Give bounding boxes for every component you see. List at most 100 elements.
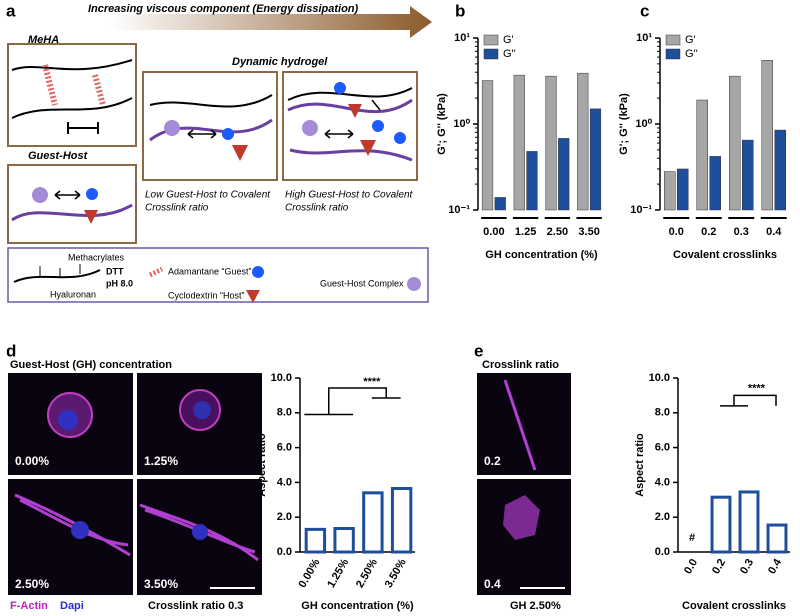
micrograph-label: 0.4 <box>484 577 501 591</box>
micrograph-header: Crosslink ratio <box>482 359 559 371</box>
micrograph-label: 0.2 <box>484 454 501 468</box>
y-tick-label: 2.0 <box>655 511 670 523</box>
annotation: # <box>689 532 695 544</box>
box-title: Dynamic hydrogel <box>232 56 328 68</box>
caption: High Guest-Host to Covalent <box>285 190 414 201</box>
legend-text: Cyclodextrin “Host” <box>168 290 245 300</box>
x-axis-label: GH concentration (%) <box>301 600 414 612</box>
micrograph-label: 2.50% <box>15 577 49 591</box>
bar <box>362 491 384 554</box>
legend-swatch <box>483 48 499 60</box>
x-tick-label: 0.4 <box>766 226 782 238</box>
bar <box>742 139 754 211</box>
bar <box>766 523 788 554</box>
micrographs <box>8 373 262 595</box>
legend-text: pH 8.0 <box>106 278 133 288</box>
box-title: Guest-Host <box>28 150 89 162</box>
panel-label: e <box>474 341 483 360</box>
bar <box>761 60 773 211</box>
bar <box>774 129 786 211</box>
x-tick-label: 1.25 <box>515 226 536 238</box>
x-tick-label: 0.0 <box>682 557 700 576</box>
legend-text: Guest-Host Complex <box>320 278 404 288</box>
caption: Crosslink ratio <box>285 203 349 214</box>
micrograph-header: Guest-Host (GH) concentration <box>10 359 172 371</box>
legend-swatch <box>483 34 499 46</box>
y-tick-label: 10⁻¹ <box>448 204 470 216</box>
bar <box>589 108 602 211</box>
bar <box>494 197 506 211</box>
gradient-arrow <box>110 6 432 38</box>
caption: Low Guest-Host to Covalent <box>145 190 271 201</box>
y-axis-label: G'; G'' (kPa) <box>618 93 630 155</box>
legend-text: Methacrylates <box>68 252 125 262</box>
bar <box>526 151 538 211</box>
micrograph-label: 0.00% <box>15 454 49 468</box>
x-tick-label: 0.00% <box>296 557 322 590</box>
y-tick-label: 0.0 <box>655 546 670 558</box>
legend-art <box>13 264 421 303</box>
bar <box>577 72 589 211</box>
legend-text: DTT <box>106 266 124 276</box>
y-axis-label: G'; G'' (kPa) <box>436 93 448 155</box>
panel-label: d <box>6 341 16 360</box>
x-tick-label: 3.50 <box>578 226 599 238</box>
micrograph-label: 1.25% <box>144 454 178 468</box>
y-axis-label: Aspect ratio <box>634 433 646 497</box>
x-tick-label: 0.3 <box>738 557 756 576</box>
stain-label: F-Actin <box>10 600 48 612</box>
bar <box>304 527 327 554</box>
x-tick-label: 0.4 <box>766 556 784 576</box>
micrographs <box>477 373 571 595</box>
y-tick-label: 6.0 <box>655 442 670 454</box>
y-tick-label: 10.0 <box>649 372 670 384</box>
bar <box>709 156 721 211</box>
x-tick-label: 0.0 <box>669 226 684 238</box>
y-tick-label: 10⁻¹ <box>630 204 652 216</box>
x-tick-label: 0.00 <box>483 226 504 238</box>
y-tick-label: 10⁰ <box>453 118 470 130</box>
legend-label: G'' <box>503 48 516 60</box>
x-tick-label: 0.2 <box>710 557 728 576</box>
y-tick-label: 8.0 <box>655 407 670 419</box>
panel-label: b <box>455 1 465 20</box>
schematic-art <box>11 59 413 224</box>
bar <box>677 168 689 211</box>
y-tick-label: 0.0 <box>277 546 292 558</box>
x-tick-label: 0.3 <box>734 226 749 238</box>
arrow-title: Increasing viscous component (Energy dis… <box>88 3 359 15</box>
y-tick-label: 2.0 <box>277 511 292 523</box>
stain-label: Dapi <box>60 600 84 612</box>
x-tick-label: 2.50% <box>354 557 380 590</box>
y-tick-label: 4.0 <box>655 476 670 488</box>
significance-label: **** <box>363 376 381 388</box>
y-tick-label: 6.0 <box>277 442 292 454</box>
y-tick-label: 10.0 <box>271 372 292 384</box>
significance-bracket <box>720 394 777 407</box>
bar <box>664 171 676 211</box>
bar <box>333 527 355 554</box>
x-tick-label: 3.50% <box>383 557 409 590</box>
caption: Crosslink ratio <box>145 203 209 214</box>
y-tick-label: 4.0 <box>277 476 292 488</box>
micrograph-footer: Crosslink ratio 0.3 <box>148 600 243 612</box>
bar <box>481 80 494 211</box>
bar <box>710 495 732 554</box>
x-axis-label: Covalent crosslinks <box>673 249 777 261</box>
micrograph-footer: GH 2.50% <box>510 600 561 612</box>
legend-label: G' <box>685 34 696 46</box>
significance-label: **** <box>748 382 766 394</box>
bar <box>696 99 708 211</box>
bar <box>729 75 741 211</box>
legend-swatch <box>665 48 681 60</box>
y-tick-label: 10⁰ <box>635 118 652 130</box>
y-tick-label: 10¹ <box>636 32 652 44</box>
panel-label: a <box>6 1 16 20</box>
box-title: MeHA <box>28 34 59 46</box>
x-tick-label: 1.25% <box>325 557 351 590</box>
bar <box>390 486 413 554</box>
schematic-boxes <box>7 43 418 244</box>
x-tick-label: 0.2 <box>701 226 716 238</box>
legend-text: Adamantane “Guest” <box>168 266 252 276</box>
